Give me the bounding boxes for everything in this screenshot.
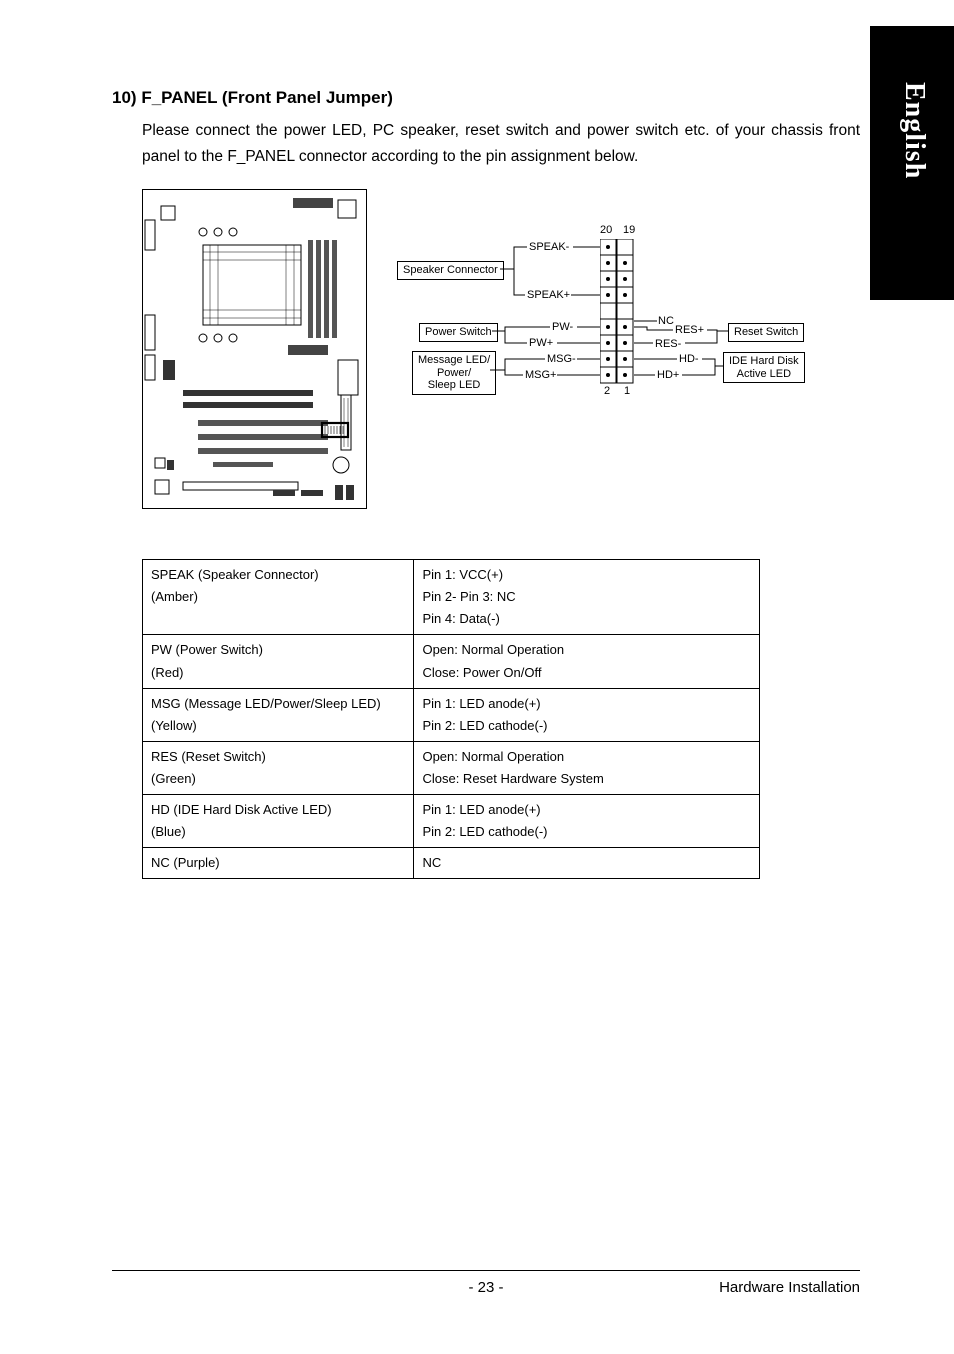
sig-res-minus: RES- (655, 338, 681, 350)
pin-diagram: 20 19 (397, 239, 817, 439)
table-cell-desc: NC (414, 848, 760, 879)
pin-table: SPEAK (Speaker Connector)(Amber)Pin 1: V… (142, 559, 760, 879)
section-heading: 10) F_PANEL (Front Panel Jumper) (112, 88, 860, 108)
sig-msg-plus: MSG+ (525, 369, 556, 381)
table-cell-desc: Pin 1: LED anode(+)Pin 2: LED cathode(-) (414, 688, 760, 741)
table-row: HD (IDE Hard Disk Active LED)(Blue)Pin 1… (143, 794, 760, 847)
box-msg-led-l1: Message LED/ (418, 354, 490, 366)
motherboard-svg (143, 190, 368, 510)
sig-pw-plus: PW+ (529, 337, 553, 349)
pin-num-19: 19 (623, 224, 635, 236)
table-cell-name: RES (Reset Switch)(Green) (143, 741, 414, 794)
pin-header-svg (600, 239, 634, 399)
sig-msg-minus: MSG- (547, 353, 576, 365)
table-cell-name: NC (Purple) (143, 848, 414, 879)
box-msg-led-l3: Sleep LED (428, 379, 481, 391)
page-footer: - 23 - Hardware Installation (112, 1270, 860, 1296)
sig-nc: NC (658, 315, 674, 327)
sig-pw-minus: PW- (552, 321, 573, 333)
section-body: Please connect the power LED, PC speaker… (142, 118, 860, 169)
table-cell-desc: Open: Normal OperationClose: Reset Hardw… (414, 741, 760, 794)
page-content: 10) F_PANEL (Front Panel Jumper) Please … (112, 88, 860, 879)
heading-title: F_PANEL (Front Panel Jumper) (141, 88, 393, 107)
table-cell-name: HD (IDE Hard Disk Active LED)(Blue) (143, 794, 414, 847)
table-cell-name: SPEAK (Speaker Connector)(Amber) (143, 560, 414, 635)
heading-number: 10) (112, 88, 137, 107)
pin-num-20: 20 (600, 224, 612, 236)
pin-num-1: 1 (624, 385, 630, 397)
page-number: - 23 - (468, 1279, 503, 1296)
table-row: PW (Power Switch)(Red)Open: Normal Opera… (143, 635, 760, 688)
pin-header-block (600, 239, 634, 402)
box-speaker-connector: Speaker Connector (397, 261, 504, 280)
table-cell-name: MSG (Message LED/Power/Sleep LED)(Yellow… (143, 688, 414, 741)
table-cell-name: PW (Power Switch)(Red) (143, 635, 414, 688)
box-reset-switch: Reset Switch (728, 323, 804, 342)
side-language-tab: English (870, 26, 954, 300)
sig-hd-plus: HD+ (657, 369, 679, 381)
sig-speak-minus: SPEAK- (529, 241, 569, 253)
box-msg-led: Message LED/ Power/ Sleep LED (412, 351, 496, 395)
sig-speak-plus: SPEAK+ (527, 289, 570, 301)
table-cell-desc: Pin 1: VCC(+)Pin 2- Pin 3: NCPin 4: Data… (414, 560, 760, 635)
diagram-row: 20 19 (142, 189, 860, 509)
motherboard-schematic (142, 189, 367, 509)
side-tab-label: English (898, 82, 930, 179)
box-hd-led-l2: Active LED (737, 368, 791, 380)
sig-hd-minus: HD- (679, 353, 699, 365)
table-cell-desc: Pin 1: LED anode(+)Pin 2: LED cathode(-) (414, 794, 760, 847)
box-power-switch: Power Switch (419, 323, 498, 342)
footer-section: Hardware Installation (719, 1279, 860, 1296)
table-row: MSG (Message LED/Power/Sleep LED)(Yellow… (143, 688, 760, 741)
box-hd-led-l1: IDE Hard Disk (729, 355, 799, 367)
box-hd-led: IDE Hard Disk Active LED (723, 352, 805, 383)
table-row: SPEAK (Speaker Connector)(Amber)Pin 1: V… (143, 560, 760, 635)
pin-num-2: 2 (604, 385, 610, 397)
sig-res-plus: RES+ (675, 324, 704, 336)
pin-table-wrap: SPEAK (Speaker Connector)(Amber)Pin 1: V… (142, 559, 760, 879)
table-row: RES (Reset Switch)(Green)Open: Normal Op… (143, 741, 760, 794)
box-msg-led-l2: Power/ (437, 367, 471, 379)
table-row: NC (Purple)NC (143, 848, 760, 879)
pin-table-body: SPEAK (Speaker Connector)(Amber)Pin 1: V… (143, 560, 760, 879)
table-cell-desc: Open: Normal OperationClose: Power On/Of… (414, 635, 760, 688)
